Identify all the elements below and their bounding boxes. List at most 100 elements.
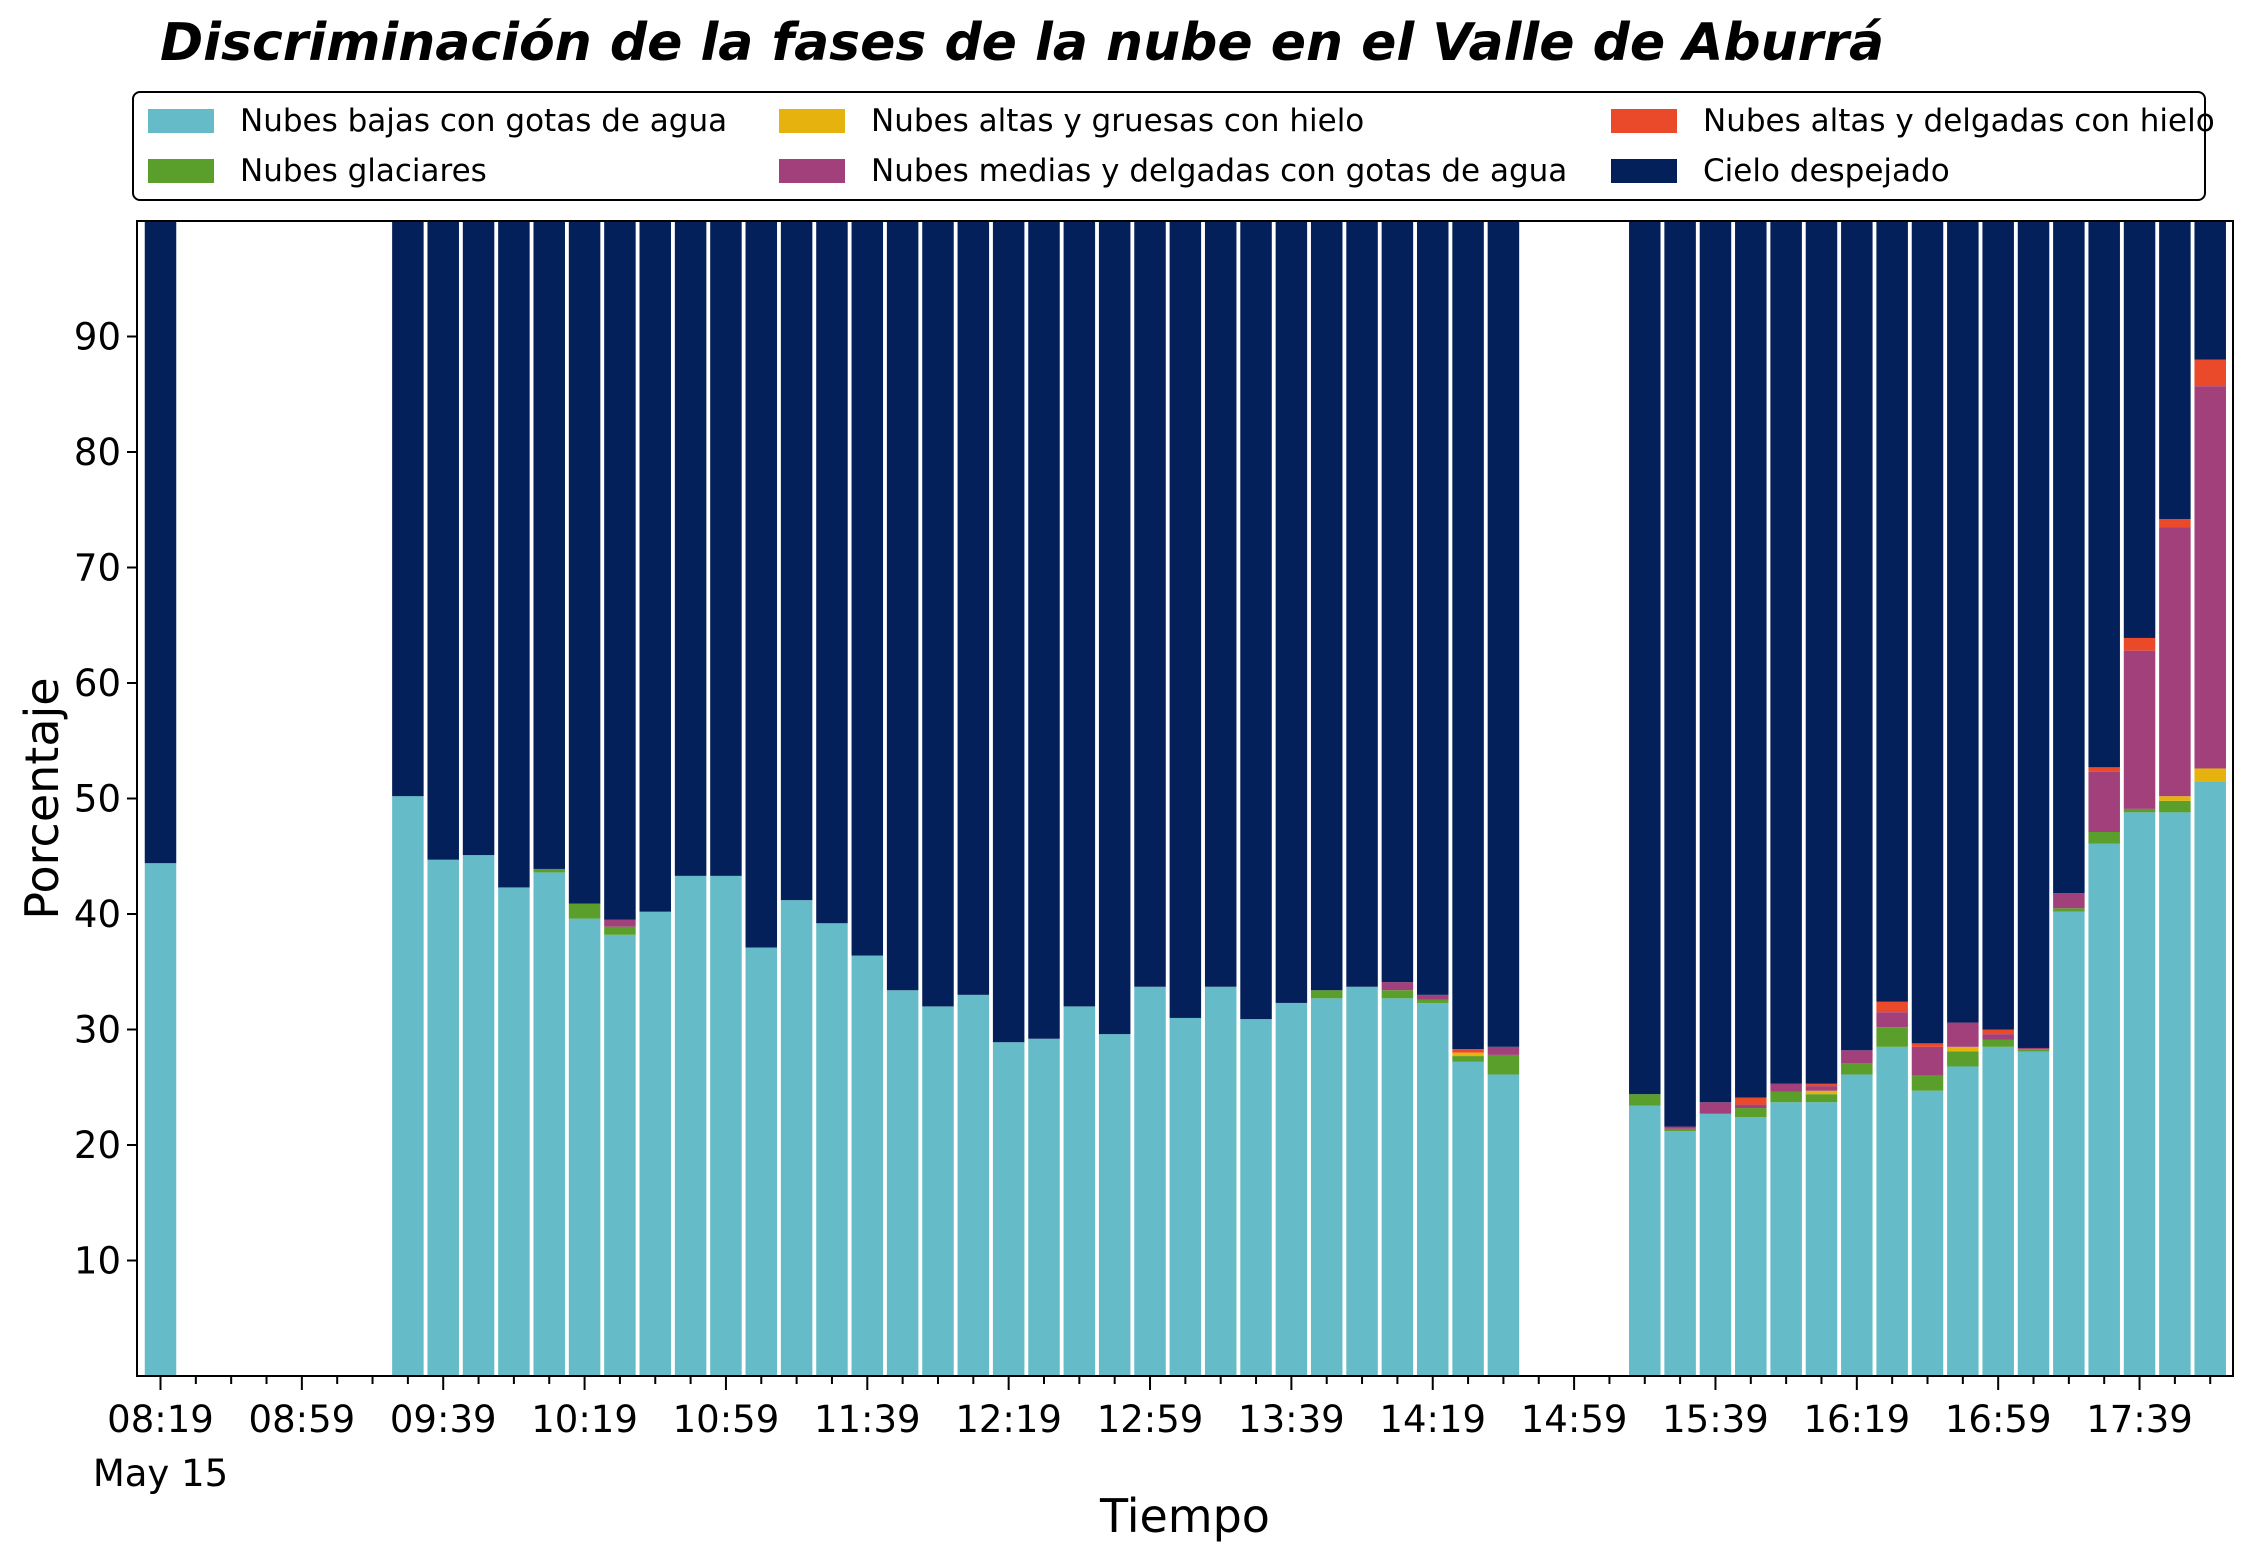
- bar-s1-48: [1841, 1062, 1873, 1075]
- bar-s0-21: [886, 990, 919, 1376]
- bar-s0-47: [1805, 1102, 1838, 1376]
- bar-s3-48: [1841, 1050, 1873, 1063]
- bar-s5-18: [780, 221, 813, 901]
- bar-s2-57: [2159, 796, 2191, 801]
- bar-s3-51: [1947, 1022, 1979, 1047]
- bar-s5-15: [674, 221, 707, 876]
- legend-label-2: Nubes altas y gruesas con hielo: [871, 103, 1365, 139]
- bar-s1-51: [1947, 1051, 1979, 1067]
- bar-s3-49: [1876, 1012, 1908, 1028]
- bar-s0-14: [639, 911, 672, 1376]
- bar-s0-19: [816, 923, 848, 1376]
- x-tick-label-2: 09:39: [390, 1398, 497, 1441]
- bar-s0-29: [1169, 1017, 1202, 1376]
- bar-s4-45: [1735, 1097, 1767, 1105]
- bar-s3-46: [1770, 1083, 1802, 1092]
- bar-s0-18: [780, 900, 813, 1376]
- x-tick-label-11: 15:39: [1662, 1398, 1769, 1441]
- bar-s0-0: [144, 863, 177, 1376]
- bar-s4-37: [1452, 1049, 1484, 1053]
- bar-s5-27: [1098, 221, 1131, 1035]
- bar-s0-36: [1416, 1002, 1449, 1376]
- bar-s0-52: [1982, 1046, 2014, 1376]
- bar-s0-25: [1028, 1038, 1060, 1376]
- bar-s0-8: [427, 859, 459, 1376]
- x-tick-label-5: 11:39: [814, 1398, 921, 1441]
- bar-s0-53: [2017, 1051, 2050, 1376]
- bar-s0-24: [992, 1042, 1025, 1376]
- bar-s5-44: [1699, 221, 1732, 1103]
- bar-s5-32: [1275, 221, 1308, 1003]
- bar-s5-17: [745, 221, 778, 948]
- bar-s3-47: [1805, 1086, 1838, 1091]
- bar-s3-56: [2123, 650, 2156, 809]
- bar-s0-20: [851, 955, 884, 1376]
- legend-item-3: Nubes medias y delgadas con gotas de agu…: [779, 151, 1567, 191]
- bar-s3-13: [604, 919, 636, 927]
- bar-s1-12: [568, 903, 601, 919]
- bar-s0-27: [1098, 1034, 1131, 1376]
- x-tick-label-6: 12:19: [955, 1398, 1062, 1441]
- bar-s5-7: [392, 221, 424, 797]
- legend-swatch-2: [779, 109, 845, 133]
- bar-s2-51: [1947, 1046, 1979, 1052]
- bar-s2-58: [2194, 768, 2226, 782]
- bar-s5-9: [462, 221, 495, 856]
- bar-s5-38: [1487, 221, 1520, 1047]
- bar-s4-56: [2123, 637, 2156, 651]
- chart-title: Discriminación de la fases de la nube en…: [160, 13, 1885, 73]
- bar-s5-31: [1240, 221, 1272, 1020]
- y-tick-label-70: 70: [74, 547, 121, 590]
- bar-s1-38: [1487, 1054, 1520, 1075]
- bar-s4-55: [2088, 767, 2120, 772]
- legend-label-1: Nubes glaciares: [240, 153, 487, 189]
- x-tick-label-0: 08:19: [107, 1398, 214, 1441]
- bar-s5-50: [1911, 221, 1944, 1044]
- bar-s3-58: [2194, 386, 2226, 769]
- bar-s0-51: [1947, 1066, 1979, 1376]
- bar-s5-30: [1204, 221, 1237, 987]
- bar-s0-16: [710, 875, 742, 1376]
- bar-s3-45: [1735, 1104, 1767, 1109]
- bar-s0-17: [745, 947, 778, 1376]
- legend-swatch-1: [148, 159, 214, 183]
- bar-s1-43: [1664, 1128, 1696, 1132]
- bar-s0-45: [1735, 1117, 1767, 1376]
- bar-s0-48: [1841, 1074, 1873, 1376]
- bar-s3-38: [1487, 1046, 1520, 1055]
- bar-s5-49: [1876, 221, 1908, 1002]
- legend-swatch-3: [779, 159, 845, 183]
- bar-s4-49: [1876, 1001, 1908, 1013]
- bar-s5-57: [2159, 221, 2191, 519]
- bar-s3-50: [1911, 1046, 1944, 1076]
- bar-s1-47: [1805, 1094, 1838, 1103]
- bar-s1-11: [533, 868, 565, 873]
- bar-s5-42: [1629, 221, 1661, 1095]
- bar-s0-28: [1134, 986, 1166, 1376]
- bar-s5-33: [1310, 221, 1343, 991]
- bar-s0-15: [674, 875, 707, 1376]
- y-tick-label-80: 80: [74, 431, 121, 474]
- bar-s5-20: [851, 221, 884, 956]
- bar-s0-46: [1770, 1102, 1802, 1376]
- bar-s5-14: [639, 221, 672, 912]
- bar-s0-7: [392, 796, 424, 1376]
- bar-s2-47: [1805, 1090, 1838, 1095]
- bar-s0-23: [957, 994, 990, 1376]
- bar-s0-30: [1204, 986, 1237, 1376]
- bar-s0-13: [604, 934, 636, 1376]
- bar-s4-57: [2159, 518, 2191, 528]
- bar-s0-22: [922, 1006, 954, 1376]
- legend-label-5: Cielo despejado: [1703, 153, 1950, 189]
- x-tick-label-7: 12:59: [1097, 1398, 1204, 1441]
- bar-s0-9: [462, 855, 495, 1376]
- x-tick-label-8: 13:39: [1238, 1398, 1345, 1441]
- x-tick-label-10: 14:59: [1521, 1398, 1628, 1441]
- bar-s1-37: [1452, 1056, 1484, 1062]
- bar-s0-10: [498, 887, 530, 1376]
- bar-s0-55: [2088, 843, 2120, 1376]
- x-axis-title: Tiempo: [1099, 1489, 1270, 1543]
- bar-s5-12: [568, 221, 601, 904]
- y-tick-label-40: 40: [74, 893, 121, 936]
